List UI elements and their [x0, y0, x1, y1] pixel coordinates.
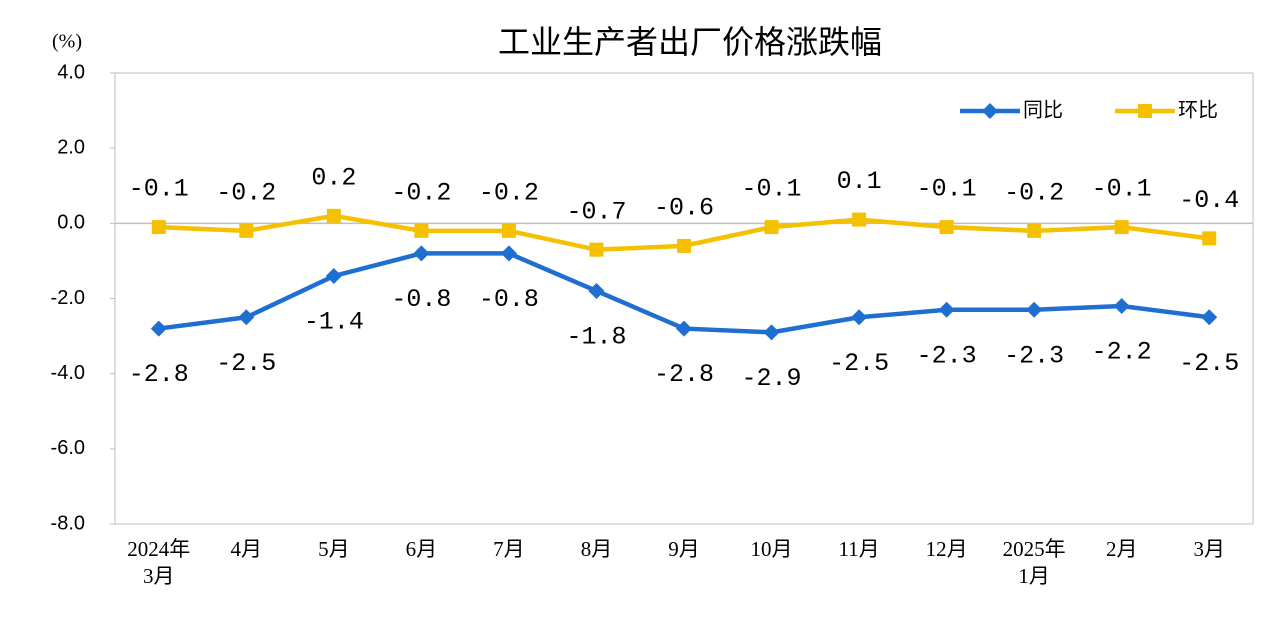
value-label: -2.5	[829, 349, 889, 378]
x-tick-label: 3月	[1193, 537, 1225, 561]
value-label: -1.8	[566, 323, 626, 352]
value-label: -2.5	[1179, 349, 1239, 378]
value-label: -0.7	[566, 197, 626, 226]
point	[1113, 298, 1130, 315]
value-label: -0.6	[654, 193, 714, 222]
value-label: -0.1	[917, 175, 977, 204]
x-tick-label: 2月	[1106, 537, 1138, 561]
value-label: -0.1	[1092, 175, 1152, 204]
value-label: -0.1	[129, 175, 189, 204]
value-label: -0.2	[479, 178, 539, 207]
legend-marker	[1138, 104, 1152, 118]
point	[589, 242, 604, 257]
point	[1114, 220, 1129, 235]
point	[677, 238, 691, 253]
x-tick-label: 2024年 3月	[127, 537, 190, 588]
point	[939, 220, 954, 235]
legend-label: 环比	[1178, 98, 1218, 122]
point	[852, 212, 867, 227]
point	[676, 320, 692, 337]
point	[1027, 223, 1042, 238]
x-tick-label: 9月	[668, 537, 700, 561]
point	[938, 301, 955, 318]
point	[1026, 301, 1043, 318]
point	[1202, 231, 1217, 246]
value-label: -0.4	[1179, 186, 1239, 215]
value-label: 0.2	[311, 163, 356, 192]
point	[239, 223, 254, 238]
x-tick-label: 8月	[581, 537, 613, 561]
value-label: -2.8	[129, 360, 189, 389]
point	[325, 267, 342, 284]
x-tick-label: 7月	[493, 537, 525, 561]
point	[150, 320, 167, 337]
x-tick-label: 11月	[838, 537, 879, 561]
y-tick-label: -4.0	[51, 362, 85, 384]
x-tick-label: 12月	[926, 537, 968, 561]
value-label: -2.9	[742, 364, 802, 393]
value-label: 0.1	[837, 167, 882, 196]
x-tick-label: 4月	[231, 537, 263, 561]
x-tick-label: 2025年 1月	[1003, 537, 1066, 588]
legend-label: 同比	[1023, 98, 1063, 122]
point	[413, 245, 430, 262]
point	[1201, 309, 1218, 326]
value-label: -2.3	[1004, 341, 1064, 370]
chart-title: 工业生产者出厂价格涨跌幅	[498, 23, 882, 61]
y-tick-label: 2.0	[57, 136, 85, 158]
point	[588, 282, 605, 299]
x-tick-label: 5月	[318, 537, 350, 561]
y-tick-label: -6.0	[51, 437, 85, 459]
y-unit: (%)	[52, 31, 82, 53]
point	[151, 220, 166, 235]
y-tick-label: -8.0	[51, 512, 85, 534]
y-tick-label: 4.0	[57, 61, 85, 83]
point	[500, 245, 517, 262]
value-label: -0.1	[742, 175, 802, 204]
point	[763, 324, 780, 341]
value-label: -0.2	[216, 178, 276, 207]
value-label: -0.8	[479, 285, 539, 314]
value-label: -0.8	[391, 285, 451, 314]
value-label: -2.3	[917, 341, 977, 370]
point	[414, 223, 429, 238]
y-tick-label: -2.0	[51, 287, 85, 309]
x-tick-label: 10月	[751, 537, 793, 561]
point	[764, 220, 779, 235]
value-label: -0.2	[1004, 178, 1064, 207]
point	[851, 309, 868, 326]
x-tick-label: 6月	[406, 537, 438, 561]
value-label: -2.5	[216, 349, 276, 378]
value-label: -1.4	[304, 308, 364, 337]
value-label: -2.2	[1092, 338, 1152, 367]
y-tick-label: 0.0	[57, 212, 85, 234]
point	[326, 208, 341, 223]
point	[238, 309, 255, 326]
value-label: -2.8	[654, 360, 714, 389]
value-label: -0.2	[391, 178, 451, 207]
legend-marker	[982, 103, 998, 119]
point	[501, 223, 516, 238]
